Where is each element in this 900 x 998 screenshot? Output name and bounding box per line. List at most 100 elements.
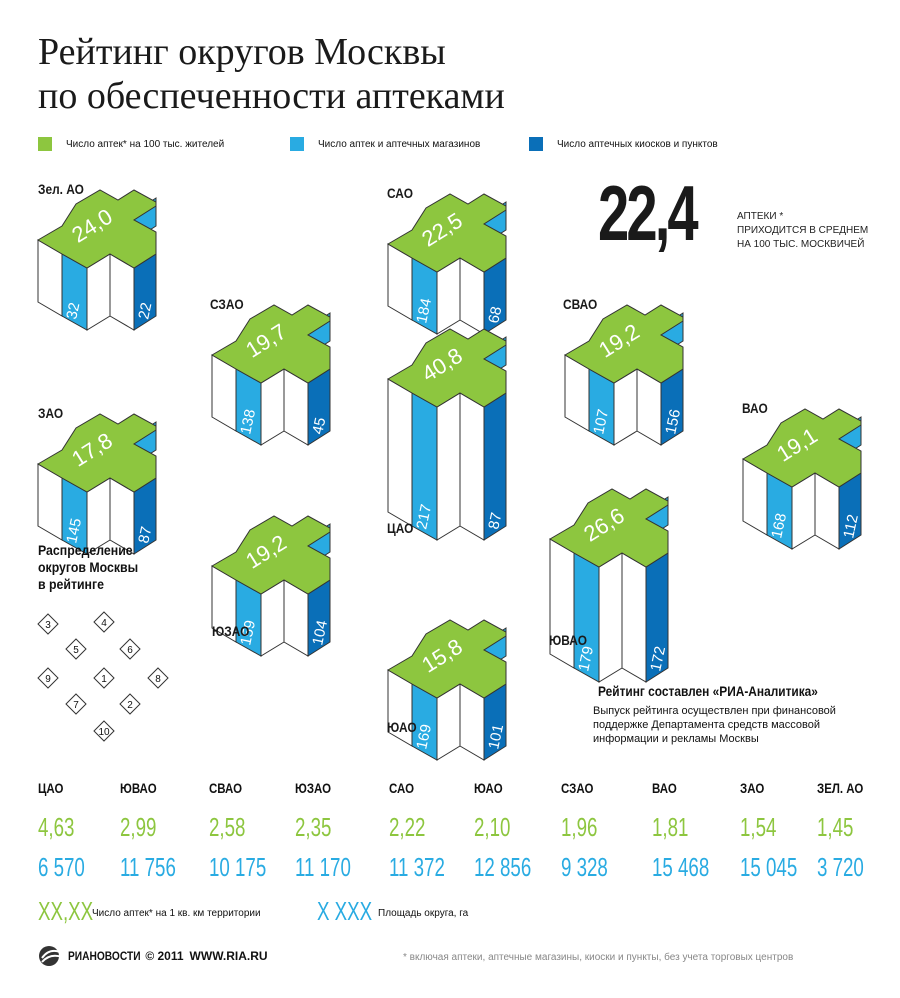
block-light-blue-value: 169	[413, 723, 435, 751]
block-face-white	[387, 378, 413, 527]
table-area-6: 9 328	[561, 852, 608, 882]
legend-green: Число аптек* на 100 тыс. жителей	[38, 137, 224, 151]
block-face-white	[598, 552, 623, 683]
block-light-blue-value: 179	[575, 645, 597, 673]
block-light-blue-value: 159	[237, 619, 259, 647]
block-top-green	[549, 488, 669, 568]
table-area-9: 3 720	[817, 852, 864, 882]
footer-copyright: © 2011	[145, 949, 184, 963]
rank-label: 7	[73, 700, 79, 711]
title-line-1: Рейтинг округов Москвы	[38, 31, 446, 73]
table-density-4: 2,22	[389, 812, 426, 842]
table-name-8: ЗАО	[740, 780, 765, 796]
block-top-green	[211, 515, 331, 595]
key-green-sample: XX,XX	[38, 896, 94, 926]
distribution-title-line-1: Распределение	[38, 542, 133, 558]
rank-diamond	[93, 667, 115, 689]
title-line-2: по обеспеченности аптеками	[38, 75, 505, 117]
block-top-green	[211, 304, 331, 384]
table-area-4: 11 372	[389, 852, 445, 882]
average-caption-line-1: аптеки *	[737, 211, 784, 222]
rank-label: 3	[45, 620, 51, 631]
table-area-8: 15 045	[740, 852, 798, 882]
district-label-yuzao: ЮЗАО	[212, 623, 250, 639]
block-face-white	[436, 392, 461, 541]
block-face-white	[621, 552, 647, 683]
table-name-3: ЮЗАО	[295, 780, 332, 796]
table-density-6: 1,96	[561, 812, 598, 842]
table-area-1: 11 756	[120, 852, 176, 882]
block-light-blue-value: 168	[768, 512, 790, 540]
block-top-green	[37, 413, 157, 493]
rank-diamond	[37, 613, 59, 635]
distribution-title-line-3: в рейтинге	[38, 576, 104, 592]
table-area-0: 6 570	[38, 852, 85, 882]
table-name-9: ЗЕЛ. АО	[817, 780, 864, 796]
table-density-7: 1,81	[652, 812, 689, 842]
footer-logo-text: РИАНОВОСТИ	[68, 949, 141, 963]
rank-diamond	[93, 611, 115, 633]
table-density-8: 1,54	[740, 812, 777, 842]
table-area-5: 12 856	[474, 852, 532, 882]
legend-label-dark-blue: Число аптечных киосков и пунктов	[557, 138, 718, 150]
distribution-title-line-2: округов Москвы	[38, 559, 139, 575]
block-dark-blue-value: 45	[309, 416, 329, 436]
page-title: Рейтинг округов Москвы по обеспеченности…	[38, 30, 658, 118]
credit-line-2: поддержке Департамента средств массовой	[593, 719, 821, 731]
table-density-1: 2,99	[120, 812, 157, 842]
table-density-3: 2,35	[295, 812, 332, 842]
rank-diamond	[119, 638, 141, 660]
block-dark-blue-value: 156	[662, 408, 684, 436]
block-dark-blue-value: 87	[485, 511, 505, 531]
credit-text: Выпуск рейтинга осуществлен при финансов…	[593, 704, 863, 746]
legend-dark-blue: Число аптечных киосков и пунктов	[529, 137, 718, 151]
rank-label: 10	[98, 727, 110, 738]
block-top-green	[387, 193, 507, 273]
district-label-zel: Зел. АО	[38, 181, 84, 197]
ria-logo-icon	[39, 946, 63, 966]
district-block: 24,032 22	[37, 189, 157, 331]
block-dark-blue-value: 87	[135, 525, 155, 545]
rank-label: 6	[127, 645, 133, 656]
block-dark-blue-value: 104	[309, 619, 331, 647]
rank-label: 2	[127, 700, 133, 711]
block-top-green	[564, 304, 684, 384]
block-face-white	[459, 392, 485, 541]
block-light-blue-value: 217	[413, 503, 435, 531]
average-caption-line-3: на 100 тыс. москвичей	[737, 239, 865, 250]
rank-label: 8	[155, 674, 161, 685]
rank-diamond	[147, 667, 169, 689]
key-blue-text: Площадь округа, га	[378, 908, 469, 919]
rank-label: 1	[101, 674, 107, 685]
footer-site: WWW.RIA.RU	[189, 949, 268, 963]
table-name-0: ЦАО	[38, 780, 64, 796]
district-label-yuvao: ЮВАО	[549, 632, 587, 648]
credit-line-3: информации и рекламы Москвы	[593, 733, 759, 745]
table-name-4: САО	[389, 780, 415, 796]
credit-line-1: Выпуск рейтинга осуществлен при финансов…	[593, 705, 836, 717]
table-density-2: 2,58	[209, 812, 246, 842]
distribution-title: Распределение округов Москвы в рейтинге	[38, 542, 138, 593]
key-green-text: Число аптек* на 1 кв. км территории	[92, 908, 261, 919]
table-name-2: СВАО	[209, 780, 243, 796]
legend-light-blue: Число аптек и аптечных магазинов	[290, 137, 480, 151]
table-density-9: 1,45	[817, 812, 854, 842]
legend-swatch-green	[38, 137, 52, 151]
block-dark-blue-value: 22	[135, 301, 155, 321]
legend-swatch-light-blue	[290, 137, 304, 151]
rank-diamond	[65, 638, 87, 660]
table-area-2: 10 175	[209, 852, 267, 882]
credit-title: Рейтинг составлен «РИА-Аналитика»	[598, 683, 818, 699]
table-area-3: 11 170	[295, 852, 351, 882]
district-label-svao: СВАО	[563, 296, 598, 312]
rank-diamond	[93, 720, 115, 742]
rank-label: 9	[45, 674, 51, 685]
